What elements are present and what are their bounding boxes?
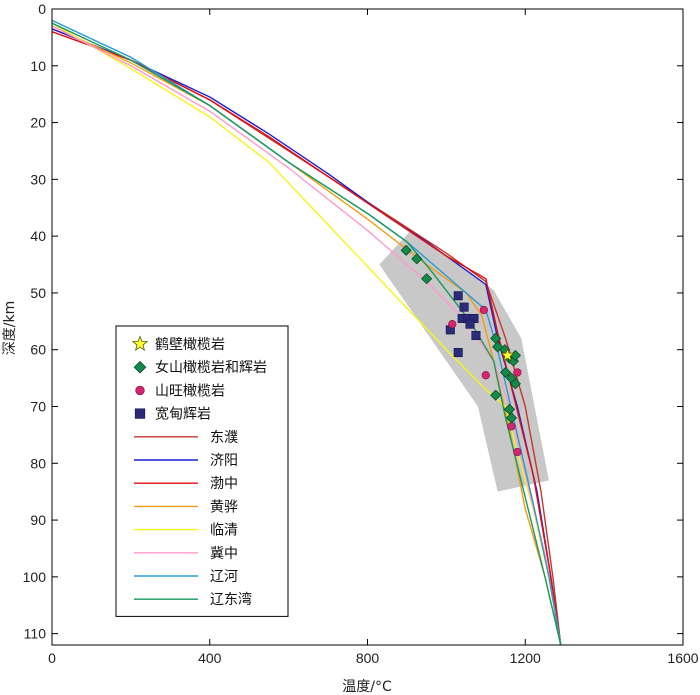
legend-label-11: 辽东湾 xyxy=(210,591,252,608)
diamond-point-12 xyxy=(490,389,502,401)
legend-label-5: 济阳 xyxy=(210,453,238,469)
diamond-point-1 xyxy=(411,253,423,265)
x-tick-label-4: 1600 xyxy=(667,650,698,666)
circle-point-2 xyxy=(481,371,490,380)
legend-label-0: 鹤壁橄榄岩 xyxy=(155,337,225,353)
y-tick-label-5: 50 xyxy=(30,285,46,301)
y-axis-label: 深度/km xyxy=(2,301,18,355)
y-tick-label-1: 10 xyxy=(30,58,46,74)
series-line-7 xyxy=(51,22,562,646)
series-lines-layer xyxy=(51,19,562,646)
legend-marker-0 xyxy=(131,335,149,351)
legend-marker-3 xyxy=(134,408,146,419)
y-tick-label-11: 110 xyxy=(24,626,47,642)
legend-box xyxy=(115,325,289,617)
shaded-region xyxy=(379,230,549,492)
y-tick-label-3: 30 xyxy=(30,171,46,187)
legend-label-6: 渤中 xyxy=(210,476,238,492)
legend-label-1: 女山橄榄岩和辉岩 xyxy=(155,359,267,376)
x-tick-label-0: 0 xyxy=(48,650,56,666)
x-tick-label-3: 1200 xyxy=(510,650,541,666)
square-point-0 xyxy=(453,291,463,301)
legend-marker-1 xyxy=(133,360,147,374)
legend-label-7: 黄骅 xyxy=(210,498,238,515)
y-tick-label-8: 80 xyxy=(30,455,46,471)
circle-point-3 xyxy=(513,368,522,377)
square-point-8 xyxy=(453,348,463,358)
x-axis-label: 温度/°C xyxy=(342,679,392,695)
y-tick-label-2: 20 xyxy=(30,115,46,131)
y-tick-label-6: 60 xyxy=(30,342,46,358)
star-point-0 xyxy=(500,347,515,362)
legend-label-2: 山旺橄榄岩 xyxy=(155,383,225,399)
circle-point-5 xyxy=(513,447,522,457)
square-point-1 xyxy=(459,302,469,312)
series-line-2 xyxy=(51,31,562,646)
square-point-5 xyxy=(465,319,475,329)
legend-label-10: 辽河 xyxy=(210,569,238,585)
y-tick-label-4: 40 xyxy=(30,228,46,244)
legend-marker-2 xyxy=(135,385,145,396)
diamond-point-11 xyxy=(509,378,521,390)
diamond-point-0 xyxy=(400,244,412,256)
legend-label-3: 宽甸辉岩 xyxy=(155,406,211,423)
circle-point-0 xyxy=(448,320,457,329)
y-tick-label-7: 70 xyxy=(30,399,46,415)
y-tick-label-10: 100 xyxy=(23,569,47,585)
diamond-point-14 xyxy=(505,412,518,424)
diamond-point-9 xyxy=(499,366,512,378)
shaded-region-layer xyxy=(379,230,549,492)
legend-label-9: 冀中 xyxy=(210,546,238,562)
axes-layer: 0 400 800 1200 1600 0 10 20 30 40 50 60 70 80 90 100 110 xyxy=(23,1,699,666)
y-tick-label-0: 0 xyxy=(38,1,46,17)
x-tick-label-2: 800 xyxy=(356,650,380,666)
y-tick-label-9: 90 xyxy=(30,512,46,528)
scatter-points-layer xyxy=(400,244,522,457)
series-line-5 xyxy=(51,25,562,646)
legend-label-4: 东濮 xyxy=(210,430,238,446)
square-point-6 xyxy=(471,331,481,341)
diamond-point-2 xyxy=(421,273,433,285)
circle-point-1 xyxy=(479,305,488,315)
x-tick-label-1: 400 xyxy=(198,650,222,666)
circle-point-4 xyxy=(507,422,516,431)
legend-label-8: 临清 xyxy=(210,523,238,539)
